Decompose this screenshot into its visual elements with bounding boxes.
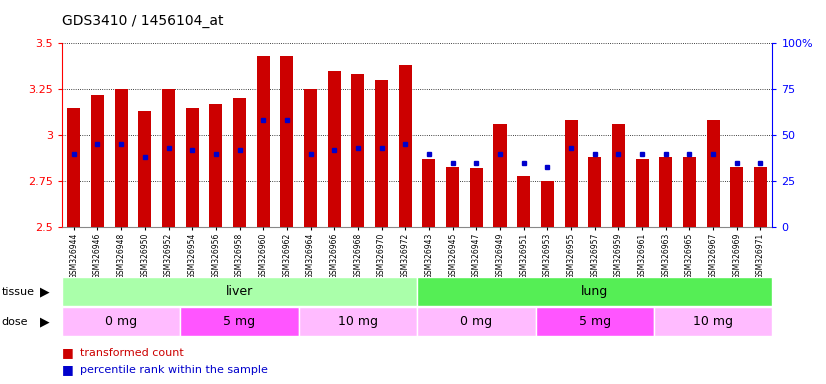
Text: 10 mg: 10 mg (338, 315, 378, 328)
Text: percentile rank within the sample: percentile rank within the sample (80, 364, 268, 375)
Bar (683, 157, 696, 227)
Text: 0 mg: 0 mg (105, 315, 137, 328)
Bar (635, 159, 648, 227)
Bar (138, 111, 151, 227)
Bar (299, 307, 417, 336)
Bar (304, 89, 317, 227)
Bar (91, 94, 104, 227)
Bar (730, 167, 743, 227)
Bar (162, 89, 175, 227)
Bar (517, 176, 530, 227)
Bar (541, 181, 554, 227)
Bar (351, 74, 364, 227)
Text: 10 mg: 10 mg (693, 315, 733, 328)
Text: ▶: ▶ (40, 315, 50, 328)
Bar (186, 108, 199, 227)
Text: liver: liver (226, 285, 253, 298)
Bar (115, 89, 128, 227)
Bar (328, 71, 341, 227)
Bar (62, 277, 417, 306)
Bar (659, 157, 672, 227)
Bar (564, 121, 577, 227)
Bar (654, 307, 772, 336)
Text: tissue: tissue (2, 286, 35, 297)
Bar (588, 157, 601, 227)
Text: lung: lung (582, 285, 608, 298)
Text: ■: ■ (62, 363, 74, 376)
Bar (470, 168, 483, 227)
Bar (417, 307, 535, 336)
Bar (209, 104, 222, 227)
Bar (493, 124, 506, 227)
Bar (257, 56, 270, 227)
Text: ▶: ▶ (40, 285, 50, 298)
Text: GDS3410 / 1456104_at: GDS3410 / 1456104_at (62, 14, 224, 28)
Bar (422, 159, 435, 227)
Bar (62, 307, 180, 336)
Bar (280, 56, 293, 227)
Bar (446, 167, 459, 227)
Bar (535, 307, 654, 336)
Bar (67, 108, 80, 227)
Bar (706, 121, 719, 227)
Bar (375, 80, 388, 227)
Text: ■: ■ (62, 346, 74, 359)
Text: dose: dose (2, 316, 28, 327)
Bar (399, 65, 412, 227)
Text: 0 mg: 0 mg (460, 315, 492, 328)
Text: 5 mg: 5 mg (579, 315, 610, 328)
Bar (233, 98, 246, 227)
Bar (417, 277, 772, 306)
Bar (612, 124, 625, 227)
Text: transformed count: transformed count (80, 348, 184, 358)
Bar (180, 307, 299, 336)
Bar (754, 167, 767, 227)
Text: 5 mg: 5 mg (224, 315, 255, 328)
